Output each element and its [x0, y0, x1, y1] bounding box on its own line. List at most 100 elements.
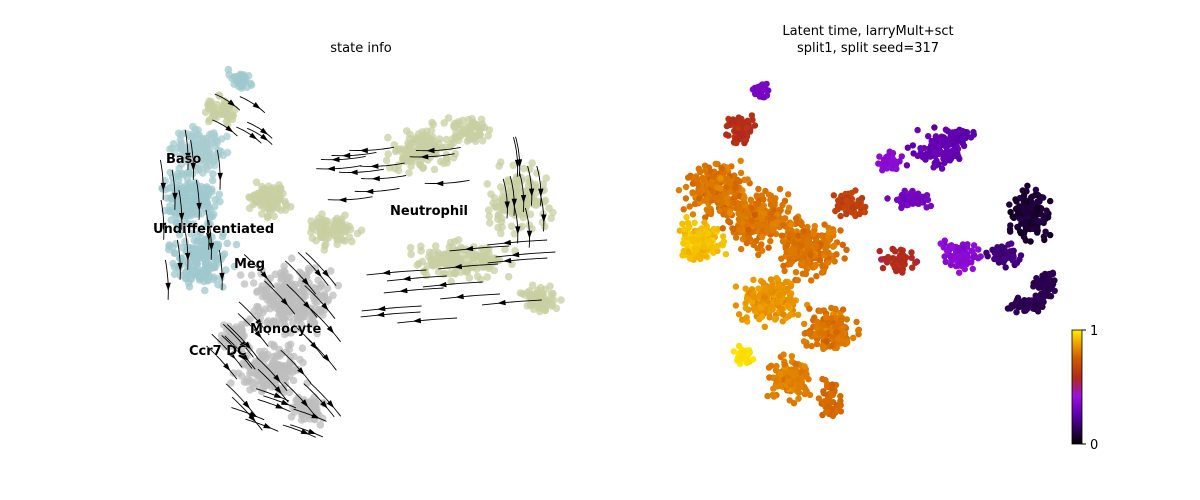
latent-time-point [772, 315, 780, 322]
latent-time-point [811, 263, 819, 270]
streamline [415, 146, 461, 152]
state-point [498, 214, 506, 223]
state-point [341, 211, 349, 219]
streamline-arrow [254, 330, 262, 339]
streamline-arrow [511, 198, 517, 207]
state-point [320, 290, 329, 299]
state-point [169, 259, 177, 268]
latent-time-point [735, 204, 742, 211]
streamline-arrow [338, 197, 347, 203]
latent-time-point [800, 228, 807, 235]
latent-time-point [906, 194, 913, 201]
latent-time-point [772, 367, 780, 374]
latent-time-point [773, 219, 780, 226]
streamline [424, 179, 470, 184]
latent-time-point [1013, 259, 1021, 266]
state-point [210, 112, 219, 121]
state-point [336, 231, 345, 240]
latent-time-point [785, 191, 792, 198]
latent-time-point [694, 237, 701, 244]
latent-time-point [904, 144, 911, 151]
streamline-arrow [514, 159, 521, 168]
latent-time-point [876, 153, 883, 160]
state-point [431, 260, 440, 268]
streamline-arrow [178, 212, 185, 221]
streamline [409, 153, 455, 158]
latent-time-point [770, 226, 777, 234]
streamline [438, 263, 499, 270]
latent-time-point [899, 266, 906, 273]
state-point [223, 239, 231, 248]
latent-time-point [680, 247, 687, 255]
streamline-arrow [371, 175, 380, 182]
latent-time-point [931, 149, 938, 156]
streamline [354, 187, 400, 193]
latent-time-point [942, 258, 949, 266]
streamline-arrow [541, 214, 547, 223]
streamline-arrow [511, 251, 520, 258]
latent-time-point [748, 112, 756, 119]
latent-time-point [725, 132, 732, 139]
latent-time-point [761, 285, 769, 292]
state-point [223, 148, 232, 157]
latent-time-point [732, 283, 740, 290]
latent-time-point [835, 197, 842, 204]
state-point [416, 161, 425, 169]
latent-time-point [766, 374, 773, 381]
latent-time-point [795, 232, 802, 239]
latent-time-point [744, 117, 751, 125]
latent-time-point [742, 300, 749, 307]
streamline-arrow [376, 311, 385, 318]
streamline [222, 323, 254, 358]
state-point [177, 131, 186, 139]
latent-time-point [875, 160, 882, 167]
state-point [501, 245, 509, 254]
state-point [262, 381, 271, 390]
state-point [424, 140, 432, 148]
latent-time-point [743, 314, 750, 321]
streamline [513, 203, 519, 244]
streamline-arrow [526, 230, 533, 239]
state-info-points [158, 65, 565, 429]
state-point [526, 210, 535, 219]
latent-time-point [1014, 223, 1021, 231]
latent-time-point [941, 159, 948, 167]
state-point [252, 178, 261, 186]
latent-time-point [818, 269, 826, 276]
latent-time-point [788, 247, 795, 254]
cluster-label-ccr7-dc: Ccr7 DC [189, 344, 247, 359]
state-point [204, 244, 212, 252]
latent-time-point [927, 202, 935, 210]
state-point [266, 364, 275, 373]
latent-time-point [825, 403, 832, 410]
streamline-arrow [326, 166, 335, 172]
state-point [300, 290, 309, 299]
latent-time-point [1020, 233, 1028, 241]
latent-time-point [942, 126, 950, 133]
state-point [201, 286, 209, 295]
latent-time-point [1017, 228, 1024, 235]
streamline [297, 251, 329, 286]
latent-time-point [777, 206, 784, 214]
state-point [314, 291, 323, 300]
state-point [422, 271, 431, 280]
latent-time-point [948, 243, 955, 251]
state-point [187, 230, 196, 238]
latent-time-point [714, 247, 721, 255]
state-point [477, 252, 485, 261]
state-point [196, 228, 205, 237]
state-point [234, 369, 243, 378]
latent-time-point [686, 203, 693, 210]
latent-time-point [1029, 217, 1037, 225]
state-point [245, 369, 254, 378]
state-point [273, 361, 281, 369]
latent-time-point [810, 230, 817, 238]
streamline-arrow [399, 287, 408, 294]
latent-time-point [956, 269, 963, 276]
streamline [327, 196, 373, 201]
state-point [254, 381, 262, 389]
streamline-arrow [303, 301, 311, 310]
streamline [231, 407, 265, 421]
latent-time-point [797, 242, 805, 249]
state-point [534, 289, 542, 298]
